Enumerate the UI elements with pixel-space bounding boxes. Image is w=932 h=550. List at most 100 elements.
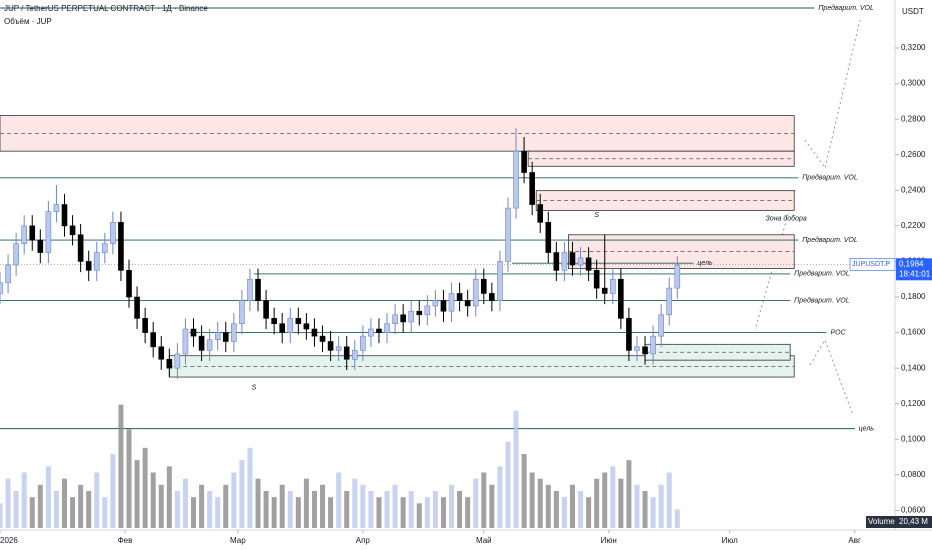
- volume-bar: [489, 484, 495, 528]
- candle-body: [448, 293, 455, 312]
- candle-body: [505, 207, 511, 262]
- volume-bar: [513, 410, 519, 528]
- level-label: Предварит. VOL: [794, 270, 850, 278]
- candle-body: [287, 318, 294, 333]
- volume-bar: [70, 497, 76, 528]
- volume-bar: [29, 497, 35, 528]
- volume-bar: [62, 478, 68, 528]
- candle-body: [21, 225, 27, 244]
- volume-bar: [578, 491, 584, 528]
- volume-bar: [529, 472, 535, 528]
- volume-bar: [37, 484, 43, 528]
- candle-body: [29, 225, 36, 241]
- timer: 18:41:01: [899, 269, 931, 278]
- x-tick-label: Фев: [118, 536, 133, 545]
- volume-bar: [666, 472, 672, 528]
- x-tick-label: Июл: [722, 536, 739, 545]
- candle-body: [497, 261, 503, 301]
- candle-body: [456, 293, 463, 301]
- candle-body: [601, 287, 608, 294]
- candle-body: [376, 328, 382, 333]
- candle-body: [577, 257, 584, 266]
- candle-body: [440, 300, 447, 312]
- candle-body: [408, 310, 415, 323]
- y-tick-label: 0,1400: [901, 363, 926, 372]
- candle-body: [585, 257, 592, 271]
- candle-body: [45, 211, 52, 253]
- candle-body: [174, 353, 181, 369]
- volume-bar: [5, 478, 11, 528]
- volume-bar: [287, 491, 293, 528]
- y-tick-label: 0,2400: [901, 185, 926, 194]
- symbol-badge-bg: [849, 257, 896, 271]
- candle-body: [658, 314, 664, 337]
- annotation: Зона добора: [766, 215, 807, 223]
- volume-bar: [150, 472, 156, 528]
- candle-body: [537, 204, 544, 223]
- candle-body: [545, 222, 552, 253]
- volume-bar: [432, 491, 438, 528]
- volume-bar: [650, 497, 656, 528]
- volume-bar: [400, 497, 406, 528]
- annotation: S: [252, 385, 257, 392]
- projection: [754, 189, 796, 331]
- candle-body: [392, 314, 398, 324]
- volume-bar: [94, 472, 100, 528]
- volume-bar: [118, 404, 124, 528]
- volume-bar: [376, 497, 382, 528]
- volume-bar: [344, 491, 350, 528]
- candle-body: [569, 252, 576, 266]
- volume-bar: [166, 466, 172, 528]
- volume-bar: [158, 484, 164, 528]
- level-label: Предварит. VOL: [818, 4, 874, 12]
- volume-bar: [199, 484, 205, 528]
- volume-bar: [110, 454, 116, 528]
- candle-body: [255, 278, 261, 301]
- volume-badge-bg: [866, 516, 932, 528]
- candle-body: [650, 335, 656, 355]
- candle-body: [134, 296, 140, 319]
- candle-body: [93, 252, 100, 271]
- x-tick-label: Май: [476, 536, 492, 545]
- candle-body: [416, 310, 423, 316]
- volume-bar: [634, 484, 640, 528]
- candle-body: [666, 287, 673, 316]
- candle-body: [327, 341, 334, 351]
- volume-bar: [21, 472, 27, 528]
- candle-body: [593, 270, 600, 289]
- candle-body: [142, 318, 148, 333]
- volume-bar: [537, 478, 543, 528]
- candle-body: [214, 332, 221, 340]
- volume-bar: [295, 497, 301, 528]
- y-tick-label: 0,1200: [901, 399, 926, 408]
- candle-body: [5, 264, 11, 284]
- candle-body: [343, 346, 350, 360]
- y-tick-label: 0,1000: [901, 434, 926, 443]
- chart-title: JUP / TetherUS PERPETUAL CONTRACT · 1Д ·…: [4, 4, 208, 13]
- volume-bar: [328, 497, 334, 528]
- volume-bar: [586, 497, 592, 528]
- volume-bar: [553, 491, 559, 528]
- candle-body: [85, 261, 92, 271]
- volume-bar: [53, 491, 59, 528]
- volume-bar: [618, 478, 624, 528]
- volume-bar: [626, 460, 632, 528]
- candle-body: [618, 278, 624, 319]
- candle-body: [110, 222, 116, 244]
- volume-bar: [271, 497, 277, 528]
- volume-bar: [440, 497, 446, 528]
- projection: [804, 19, 861, 170]
- volume-bar: [78, 484, 84, 528]
- candle-body: [634, 346, 640, 351]
- candle-body: [295, 318, 302, 324]
- volume-bar: [424, 497, 430, 528]
- candle-body: [674, 264, 681, 289]
- volume-bar: [126, 429, 132, 528]
- volume-bar: [521, 454, 527, 528]
- volume-bar: [311, 491, 317, 528]
- x-tick-label: Июн: [601, 536, 617, 545]
- volume-bar: [13, 491, 19, 528]
- volume-bar: [320, 484, 326, 528]
- candle-body: [489, 293, 495, 301]
